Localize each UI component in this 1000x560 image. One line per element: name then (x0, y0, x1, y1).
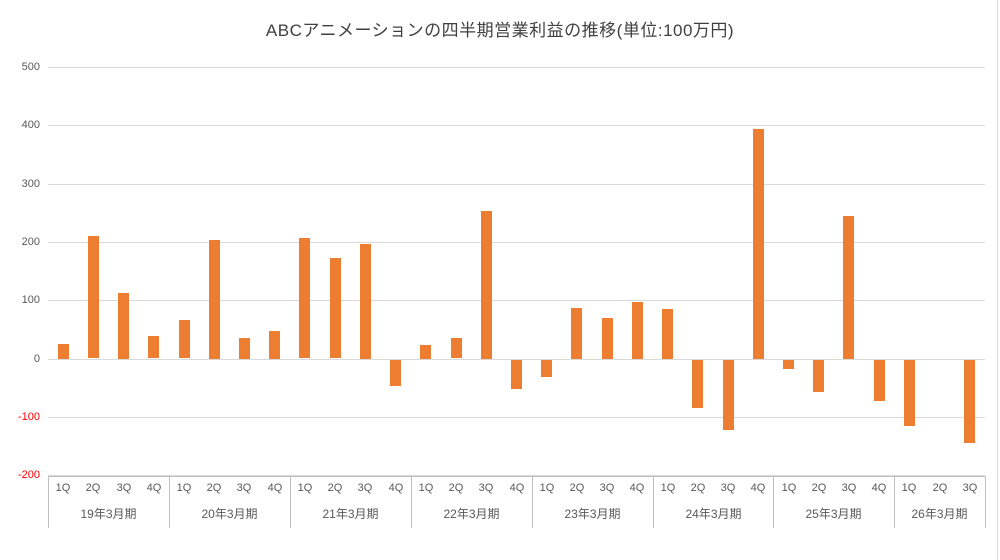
bar (813, 360, 824, 392)
gridline (48, 67, 985, 68)
x-axis-year-label: 23年3月期 (564, 507, 621, 521)
gridline (48, 417, 985, 418)
bar (390, 360, 401, 386)
bar (148, 336, 159, 358)
y-axis-tick-label: 0 (33, 353, 40, 365)
x-axis-quarter-label: 3Q (116, 482, 132, 494)
x-axis-quarter-label: 4Q (388, 482, 404, 494)
bar (692, 360, 703, 408)
gridline (48, 475, 985, 476)
bar (662, 309, 673, 359)
x-axis-quarter-label: 3Q (357, 482, 373, 494)
x-axis-year-label: 20年3月期 (201, 507, 258, 521)
x-axis-year-label: 22年3月期 (443, 507, 500, 521)
x-axis-year-label: 26年3月期 (911, 507, 968, 521)
x-axis-quarter-label: 4Q (750, 482, 766, 494)
bar (451, 338, 462, 358)
y-axis-tick-label: -200 (17, 469, 40, 481)
x-axis-quarter-label: 2Q (448, 482, 464, 494)
x-axis-quarter-label: 1Q (176, 482, 192, 494)
x-axis-quarter-label: 3Q (720, 482, 736, 494)
bar (541, 360, 552, 377)
x-axis-quarter-label: 3Q (962, 482, 978, 494)
bar (481, 211, 492, 359)
x-axis-quarter-label: 3Q (478, 482, 494, 494)
bar (420, 345, 431, 359)
chart-title: ABCアニメーションの四半期営業利益の推移(単位:100万円) (265, 21, 735, 40)
x-axis-year-label: 24年3月期 (685, 507, 742, 521)
x-axis-quarter-label: 1Q (297, 482, 313, 494)
bar (511, 360, 522, 389)
x-axis-quarter-label: 4Q (871, 482, 887, 494)
gridline (48, 184, 985, 185)
x-axis-year-label: 25年3月期 (805, 507, 862, 521)
x-axis-quarter-label: 1Q (660, 482, 676, 494)
bar (209, 240, 220, 359)
x-axis-quarter-label: 2Q (932, 482, 948, 494)
gridline (48, 242, 985, 243)
bar (632, 302, 643, 359)
bar (783, 360, 794, 369)
gridline (48, 125, 985, 126)
bar (239, 338, 250, 359)
x-axis-quarter-label: 2Q (690, 482, 706, 494)
x-axis-quarter-label: 2Q (569, 482, 585, 494)
x-axis-year-label: 21年3月期 (322, 507, 379, 521)
x-axis-quarter-label: 1Q (55, 482, 71, 494)
bar (58, 344, 69, 359)
x-axis-quarter-label: 1Q (781, 482, 797, 494)
x-axis-quarter-label: 4Q (146, 482, 162, 494)
bar (330, 258, 341, 358)
window-edge-line (997, 0, 998, 560)
category-divider-line (169, 476, 170, 528)
category-divider-line (532, 476, 533, 528)
x-axis-quarter-label: 2Q (327, 482, 343, 494)
x-axis-quarter-label: 2Q (206, 482, 222, 494)
category-divider-line (985, 476, 986, 528)
gridline (48, 359, 985, 360)
gridline (48, 300, 985, 301)
category-divider-line (290, 476, 291, 528)
x-axis-quarter-label: 2Q (811, 482, 827, 494)
bar (269, 331, 280, 359)
category-divider-line (653, 476, 654, 528)
bar (874, 360, 885, 401)
bar (571, 308, 582, 359)
x-axis-line (48, 476, 985, 477)
bar (843, 216, 854, 359)
x-axis-quarter-label: 4Q (629, 482, 645, 494)
bar (904, 360, 915, 426)
y-axis-tick-label: -100 (17, 411, 40, 423)
bar (723, 360, 734, 430)
x-axis-quarter-label: 3Q (841, 482, 857, 494)
bar (753, 129, 764, 359)
x-axis-quarter-label: 3Q (599, 482, 615, 494)
x-axis-quarter-label: 2Q (85, 482, 101, 494)
category-divider-line (48, 476, 49, 528)
bar (964, 360, 975, 443)
y-axis-tick-label: 400 (21, 119, 40, 131)
x-axis-quarter-label: 3Q (236, 482, 252, 494)
category-divider-line (411, 476, 412, 528)
y-axis-tick-label: 100 (21, 294, 40, 306)
x-axis-year-label: 19年3月期 (80, 507, 137, 521)
bar (602, 318, 613, 359)
x-axis-quarter-label: 1Q (539, 482, 555, 494)
y-axis-tick-label: 300 (21, 178, 40, 190)
category-divider-line (894, 476, 895, 528)
x-axis-quarter-label: 4Q (267, 482, 283, 494)
x-axis-quarter-label: 4Q (509, 482, 525, 494)
x-axis-quarter-label: 1Q (418, 482, 434, 494)
x-axis-quarter-label: 1Q (901, 482, 917, 494)
bar (179, 320, 190, 358)
y-axis-tick-label: 200 (21, 236, 40, 248)
bar (299, 238, 310, 358)
bar (360, 244, 371, 359)
y-axis-tick-label: 500 (21, 61, 40, 73)
bar (118, 293, 129, 359)
category-divider-line (773, 476, 774, 528)
bar (88, 236, 99, 358)
